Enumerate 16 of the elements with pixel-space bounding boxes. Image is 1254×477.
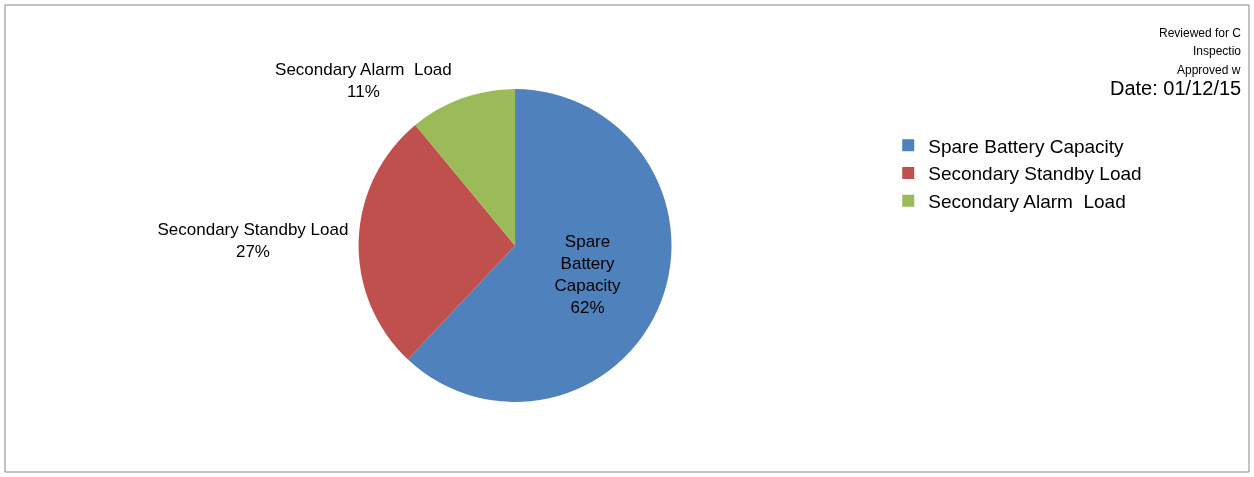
text: Approved w: [1177, 63, 1241, 77]
pie-slice: [415, 89, 516, 246]
legend-label: Secondary Alarm Load: [928, 191, 1126, 213]
data-label: 62%: [570, 297, 605, 317]
text: Date: 01/12/15: [1110, 77, 1242, 99]
slice-label: Spare Battery Capacity: [554, 231, 622, 295]
data-label: 27%: [235, 242, 270, 262]
slice-label: Secondary Alarm Load: [275, 59, 452, 79]
legend-label: Secondary Standby Load: [928, 163, 1142, 185]
text: Inspectio: [1193, 44, 1242, 58]
pie-slice: [358, 124, 516, 360]
data-label: 11%: [347, 81, 380, 101]
legend-label: Spare Battery Capacity: [928, 135, 1125, 157]
slice-label: Secondary Standby Load: [157, 220, 349, 240]
text: Reviewed for C: [1159, 26, 1242, 40]
pie-slice: [407, 89, 672, 402]
